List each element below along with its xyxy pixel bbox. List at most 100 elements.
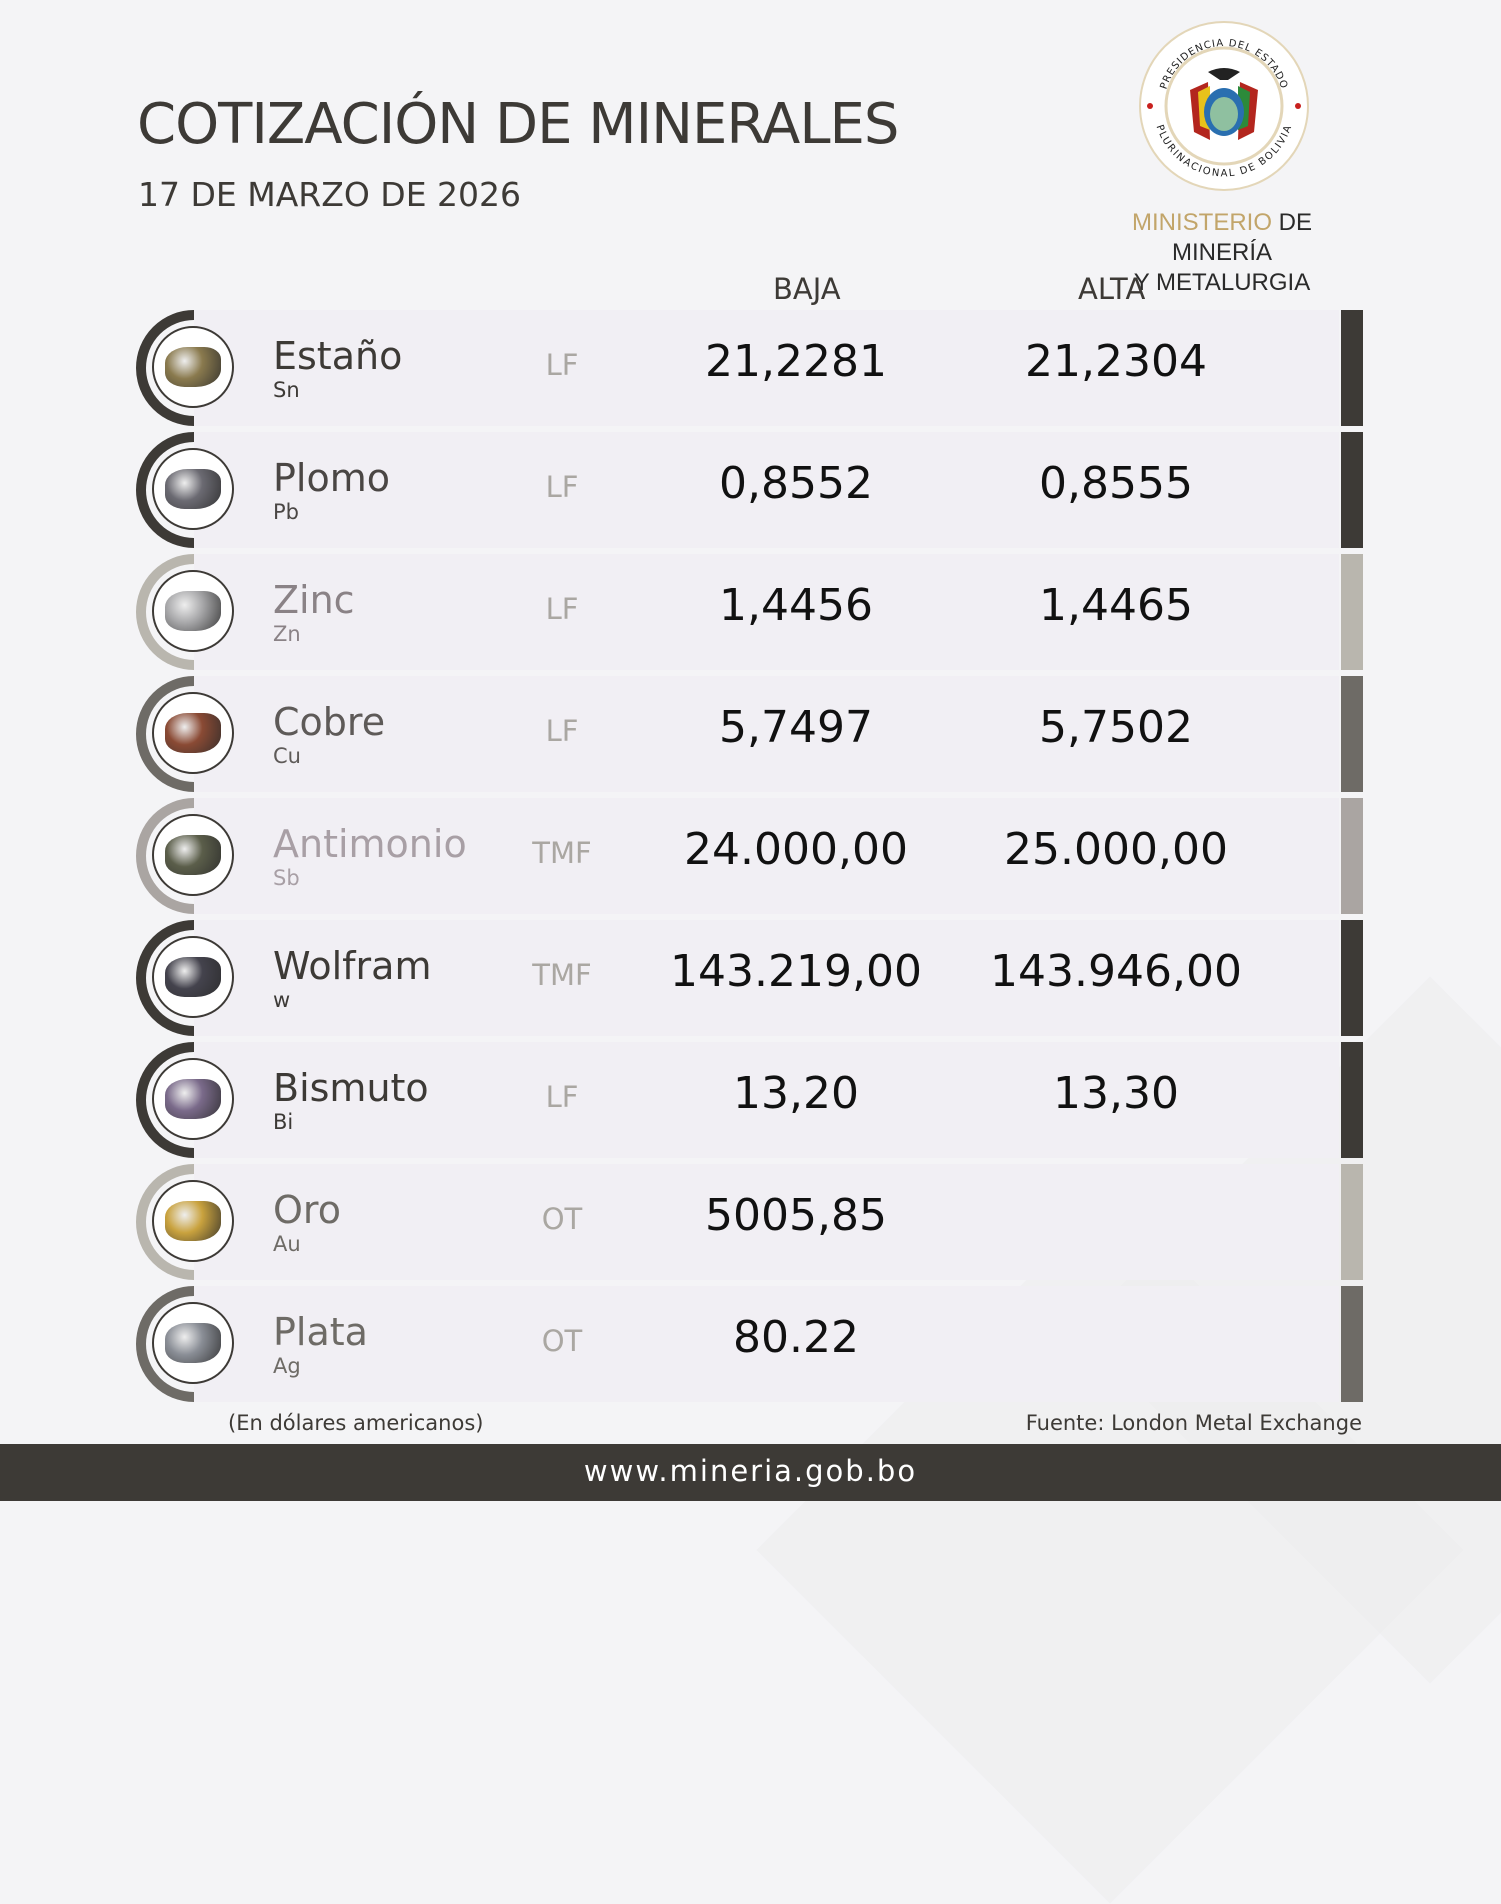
row-background (194, 554, 1339, 670)
mineral-name: Oro (273, 1188, 341, 1232)
row-background (194, 920, 1339, 1036)
price-low: 13,20 (733, 1068, 859, 1119)
page-title: COTIZACIÓN DE MINERALES (137, 92, 899, 157)
mineral-unit: OT (541, 1202, 583, 1236)
date-subtitle: 17 DE MARZO DE 2026 (138, 175, 522, 214)
mineral-image (152, 936, 234, 1018)
price-high: 5,7502 (1039, 702, 1193, 753)
table-row: Antimonio Sb TMF 24.000,00 25.000,00 (136, 798, 1363, 914)
mineral-image (152, 1302, 234, 1384)
price-high: 0,8555 (1039, 458, 1193, 509)
accent-bar (1341, 1042, 1363, 1158)
table-row: Wolfram w TMF 143.219,00 143.946,00 (136, 920, 1363, 1036)
mineral-image (152, 1058, 234, 1140)
presidency-seal-logo: PRESIDENCIA DEL ESTADO PLURINACIONAL DE … (1139, 21, 1309, 191)
price-low: 80.22 (733, 1312, 859, 1363)
mineral-rock-icon (165, 347, 221, 387)
mineral-symbol: Ag (273, 1354, 301, 1378)
mineral-name: Cobre (273, 700, 386, 744)
ministry-name-highlight: MINISTERIO (1131, 209, 1272, 236)
mineral-rock-icon (165, 1079, 221, 1119)
price-low: 0,8552 (719, 458, 873, 509)
mineral-rock-icon (165, 1323, 221, 1363)
mineral-unit: LF (545, 714, 579, 748)
accent-bar (1341, 310, 1363, 426)
mineral-image (152, 326, 234, 408)
price-high: 1,4465 (1039, 580, 1193, 631)
table-row: Estaño Sn LF 21,2281 21,2304 (136, 310, 1363, 426)
mineral-unit: OT (541, 1324, 583, 1358)
mineral-rock-icon (165, 469, 221, 509)
accent-bar (1341, 676, 1363, 792)
mineral-image (152, 814, 234, 896)
ministry-name-rest: DE MINERÍA (1171, 209, 1313, 266)
currency-note: (En dólares americanos) (228, 1411, 484, 1435)
accent-bar (1341, 554, 1363, 670)
mineral-name: Estaño (273, 334, 403, 378)
mineral-symbol: Sn (273, 378, 300, 402)
footer-bar: www.mineria.gob.bo (0, 1444, 1501, 1501)
table-row: Plomo Pb LF 0,8552 0,8555 (136, 432, 1363, 548)
mineral-image (152, 448, 234, 530)
mineral-symbol: Bi (273, 1110, 294, 1134)
price-low: 5005,85 (705, 1190, 887, 1241)
row-background (194, 1164, 1339, 1280)
mineral-rock-icon (165, 591, 221, 631)
ministry-name-line2: Y METALURGIA (1133, 269, 1311, 296)
row-background (194, 310, 1339, 426)
mineral-unit: TMF (532, 958, 592, 992)
price-high: 13,30 (1053, 1068, 1179, 1119)
price-low: 21,2281 (705, 336, 887, 387)
row-background (194, 432, 1339, 548)
mineral-name: Wolfram (273, 944, 432, 988)
price-low: 5,7497 (719, 702, 873, 753)
mineral-name: Plomo (273, 456, 390, 500)
mineral-name: Zinc (273, 578, 355, 622)
mineral-symbol: Zn (273, 622, 301, 646)
accent-bar (1341, 798, 1363, 914)
column-header-high: ALTA (1078, 272, 1146, 306)
mineral-name: Antimonio (273, 822, 467, 866)
price-low: 24.000,00 (684, 824, 908, 875)
table-row: Plata Ag OT 80.22 (136, 1286, 1363, 1402)
price-high: 25.000,00 (1004, 824, 1228, 875)
mineral-image (152, 692, 234, 774)
mineral-symbol: w (273, 988, 291, 1012)
price-high: 21,2304 (1025, 336, 1207, 387)
accent-bar (1341, 1286, 1363, 1402)
table-row: Oro Au OT 5005,85 (136, 1164, 1363, 1280)
accent-bar (1341, 1164, 1363, 1280)
ministry-name: MINISTERIO DE MINERÍA Y METALURGIA (1080, 208, 1364, 298)
mineral-unit: LF (545, 1080, 579, 1114)
row-background (194, 1042, 1339, 1158)
source-note: Fuente: London Metal Exchange (1025, 1411, 1362, 1435)
mineral-image (152, 570, 234, 652)
table-row: Cobre Cu LF 5,7497 5,7502 (136, 676, 1363, 792)
price-high: 143.946,00 (990, 946, 1242, 997)
website-link[interactable]: www.mineria.gob.bo (583, 1454, 918, 1488)
mineral-symbol: Pb (273, 500, 299, 524)
column-header-low: BAJA (773, 272, 841, 306)
mineral-symbol: Sb (273, 866, 300, 890)
table-row: Zinc Zn LF 1,4456 1,4465 (136, 554, 1363, 670)
table-row: Bismuto Bi LF 13,20 13,30 (136, 1042, 1363, 1158)
row-background (194, 798, 1339, 914)
mineral-unit: LF (545, 592, 579, 626)
mineral-rock-icon (165, 713, 221, 753)
mineral-unit: LF (545, 470, 579, 504)
mineral-symbol: Au (273, 1232, 301, 1256)
mineral-name: Bismuto (273, 1066, 429, 1110)
mineral-image (152, 1180, 234, 1262)
mineral-rock-icon (165, 1201, 221, 1241)
mineral-rock-icon (165, 957, 221, 997)
price-low: 1,4456 (719, 580, 873, 631)
row-background (194, 676, 1339, 792)
mineral-name: Plata (273, 1310, 368, 1354)
accent-bar (1341, 432, 1363, 548)
row-background (194, 1286, 1339, 1402)
mineral-unit: LF (545, 348, 579, 382)
mineral-rock-icon (165, 835, 221, 875)
price-low: 143.219,00 (670, 946, 922, 997)
mineral-unit: TMF (532, 836, 592, 870)
mineral-symbol: Cu (273, 744, 301, 768)
